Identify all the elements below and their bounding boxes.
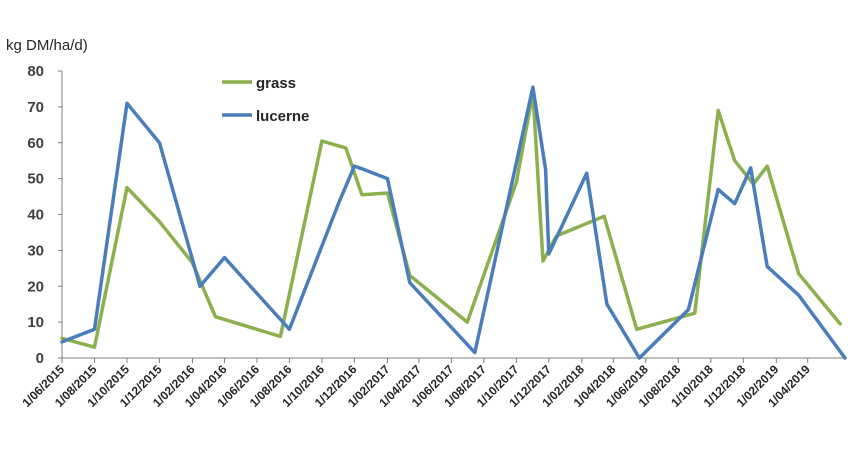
series-line-grass xyxy=(60,90,842,349)
y-tick-label: 80 xyxy=(27,63,44,80)
y-tick-label: 10 xyxy=(27,314,44,331)
legend-label-grass: grass xyxy=(256,75,296,92)
y-tick-label: 70 xyxy=(27,99,44,116)
y-axis-label: kg DM/ha/d) xyxy=(6,37,88,54)
y-tick-label: 60 xyxy=(27,135,44,152)
y-tick-label: 50 xyxy=(27,171,44,188)
y-tick-label: 30 xyxy=(27,242,44,259)
y-tick-label: 0 xyxy=(36,350,44,367)
y-tick-label: 40 xyxy=(27,207,44,224)
legend: grass lucerne xyxy=(222,75,309,125)
legend-label-lucerne: lucerne xyxy=(256,108,309,125)
series-line-lucerne xyxy=(60,85,847,360)
y-tick-label: 20 xyxy=(27,278,44,295)
